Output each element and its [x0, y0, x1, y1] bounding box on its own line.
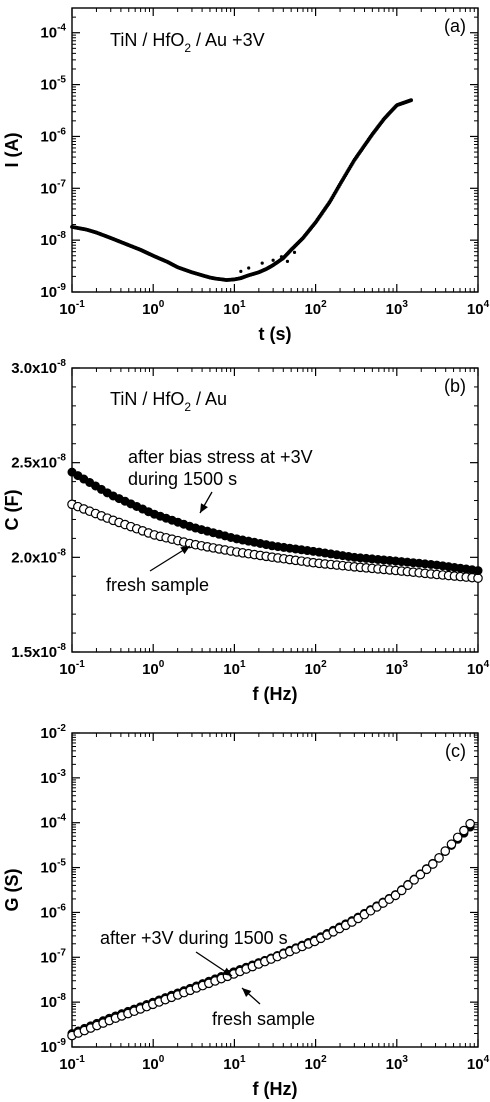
- y-tick-label: 10-8: [40, 992, 66, 1011]
- data-point-fresh: [434, 853, 444, 863]
- y-tick-label: 3.0x10-8: [11, 358, 66, 377]
- y-axis-label: G (S): [2, 868, 22, 911]
- data-point: [247, 266, 251, 270]
- data-point-fresh: [446, 839, 457, 850]
- x-axis-label: f (Hz): [253, 1079, 298, 1099]
- data-point-fresh: [403, 880, 413, 890]
- x-tick-label: 103: [386, 299, 409, 318]
- data-point-fresh: [421, 864, 432, 875]
- y-tick-label: 10-6: [40, 126, 66, 145]
- x-tick-label: 100: [142, 299, 165, 318]
- y-axis-label: I (A): [2, 133, 22, 168]
- data-point: [271, 258, 275, 262]
- y-axis-label: C (F): [2, 490, 22, 531]
- x-tick-label: 10-1: [59, 299, 85, 318]
- panel-a-annotation: TiN / HfO2 / Au +3V: [110, 30, 265, 55]
- x-tick-label: 101: [223, 299, 246, 318]
- y-tick-label: 2.5x10-8: [11, 453, 66, 472]
- arrow-stressed-head: [222, 967, 232, 976]
- data-point-fresh: [428, 859, 438, 869]
- note-fresh: fresh sample: [106, 575, 209, 595]
- arrow-fresh-head: [242, 988, 252, 997]
- x-tick-label: 104: [467, 659, 490, 678]
- plot-frame: [71, 7, 479, 293]
- x-tick-label: 101: [223, 1054, 246, 1073]
- arrow-fresh-head: [180, 546, 190, 555]
- data-point: [239, 269, 243, 273]
- y-tick-label: 1.5x10-8: [11, 642, 66, 661]
- x-tick-label: 104: [467, 1054, 490, 1073]
- x-tick-label: 101: [223, 659, 246, 678]
- y-tick-label: 10-6: [40, 902, 66, 921]
- panel-label: (c): [445, 741, 466, 761]
- data-point-fresh: [465, 818, 475, 829]
- y-tick-label: 10-2: [40, 723, 66, 742]
- x-tick-label: 10-1: [59, 1054, 85, 1073]
- y-tick-label: 10-4: [40, 23, 66, 42]
- y-tick-label: 10-5: [40, 858, 66, 877]
- data-point-fresh: [396, 885, 407, 896]
- data-point: [285, 259, 290, 263]
- plot-frame: [71, 367, 479, 653]
- data-point-stressed: [473, 566, 483, 576]
- y-tick-label: 10-8: [40, 230, 66, 249]
- x-tick-label: 100: [142, 1054, 165, 1073]
- y-tick-label: 10-7: [40, 178, 66, 197]
- data-point-fresh: [459, 825, 469, 836]
- panel-c: 10-1 100 101 102 103 104 10-9 10-8 10-7 10-6 10-5 1…: [2, 723, 490, 1099]
- y-tick-label: 2.0x10-8: [11, 547, 66, 566]
- note-stressed: after bias stress at +3V during 1500 s: [128, 447, 313, 489]
- data-point-fresh: [415, 869, 426, 880]
- panel-b: 10-1 100 101 102 103 104 1.5x10-8 2.0x10-8 2.5x1…: [2, 358, 490, 704]
- x-tick-label: 102: [304, 1054, 327, 1073]
- y-tick-label: 10-4: [40, 813, 66, 832]
- x-tick-label: 102: [304, 299, 327, 318]
- note-fresh: fresh sample: [212, 1009, 315, 1029]
- y-tick-label: 10-9: [40, 282, 66, 301]
- data-point-fresh: [473, 573, 483, 583]
- x-tick-label: 103: [386, 1054, 409, 1073]
- x-tick-label: 102: [304, 659, 327, 678]
- note-stressed: after +3V during 1500 s: [100, 928, 288, 948]
- x-tick-label: 104: [467, 299, 490, 318]
- panel-b-annotation: TiN / HfO2 / Au: [110, 389, 227, 414]
- panel-label: (a): [444, 16, 466, 36]
- data-point: [292, 250, 297, 255]
- x-axis-label: f (Hz): [253, 684, 298, 704]
- data-point: [409, 98, 414, 103]
- data-point-fresh: [452, 832, 463, 843]
- y-tick-label: 10-3: [40, 768, 66, 787]
- y-tick-label: 10-7: [40, 947, 66, 966]
- y-tick-label: 10-9: [40, 1037, 66, 1056]
- x-tick-label: 103: [386, 659, 409, 678]
- y-tick-label: 10-5: [40, 75, 66, 94]
- x-tick-label: 10-1: [59, 659, 85, 678]
- data-point: [260, 261, 264, 265]
- panel-a: 10-1 100 101 102 103 104 10-9 10-8 10-7 10-6 10-5 1…: [2, 7, 490, 344]
- data-point-fresh: [440, 846, 451, 856]
- panel-label: (b): [444, 376, 466, 396]
- plot-frame: [71, 732, 479, 1048]
- x-tick-label: 100: [142, 659, 165, 678]
- data-point-fresh: [390, 890, 401, 901]
- x-axis-label: t (s): [259, 324, 292, 344]
- arrow-stressed-head: [200, 503, 208, 513]
- data-point: [279, 255, 284, 259]
- data-point-fresh: [409, 875, 419, 885]
